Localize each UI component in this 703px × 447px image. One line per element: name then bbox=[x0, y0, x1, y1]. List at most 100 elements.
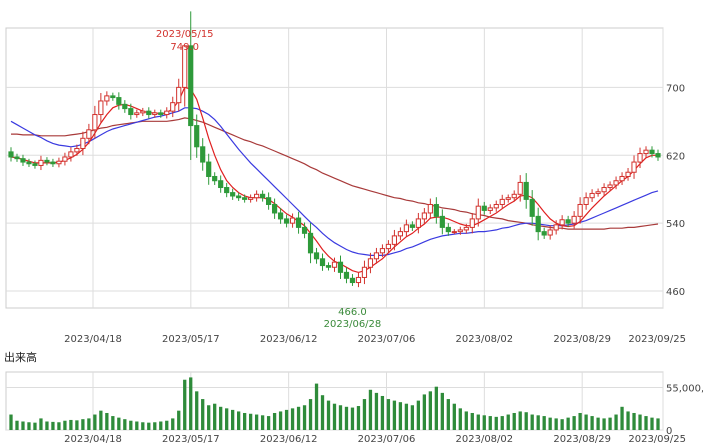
price-x-tick-label: 2023/04/18 bbox=[64, 334, 122, 345]
candle-body bbox=[122, 103, 128, 110]
volume-bar bbox=[632, 412, 636, 430]
volume-bar bbox=[656, 418, 660, 430]
candle-body bbox=[230, 192, 236, 197]
candle-body bbox=[200, 146, 206, 163]
candle-body bbox=[553, 224, 559, 231]
candle-body bbox=[26, 161, 32, 165]
volume-bar bbox=[332, 403, 337, 430]
volume-bar bbox=[482, 415, 486, 430]
volume-bar bbox=[338, 405, 343, 430]
candle-body bbox=[529, 198, 535, 217]
volume-bar bbox=[638, 414, 642, 430]
candle-body bbox=[146, 110, 152, 116]
candle-body bbox=[254, 193, 260, 199]
candle-body bbox=[613, 180, 619, 186]
volume-bar bbox=[542, 416, 546, 430]
candle-body bbox=[289, 217, 296, 224]
volume-bar bbox=[344, 406, 349, 430]
volume-bar bbox=[27, 422, 31, 430]
volume-bar bbox=[326, 400, 331, 430]
volume-bar bbox=[626, 411, 630, 430]
candle-body bbox=[170, 102, 176, 112]
volume-bar bbox=[494, 416, 498, 430]
candle-body bbox=[236, 195, 242, 199]
candle-body bbox=[409, 224, 415, 228]
price-tick-label: 540 bbox=[666, 219, 685, 230]
volume-bar bbox=[248, 413, 253, 430]
volume-bar bbox=[380, 395, 385, 430]
candle-body bbox=[505, 197, 511, 200]
candle-body bbox=[152, 112, 158, 116]
volume-bar bbox=[410, 405, 415, 430]
volume-bar bbox=[117, 417, 121, 430]
volume-bar bbox=[530, 414, 534, 430]
volume-bar bbox=[99, 410, 103, 430]
candle-body bbox=[343, 271, 350, 279]
volume-bar bbox=[135, 421, 139, 430]
volume-bar bbox=[111, 416, 115, 430]
volume-bar bbox=[231, 409, 235, 430]
candle-body bbox=[379, 248, 386, 254]
volume-bar bbox=[171, 418, 175, 430]
candle-body bbox=[355, 276, 362, 284]
candle-body bbox=[86, 129, 92, 139]
volume-bar bbox=[21, 421, 25, 430]
volume-bar bbox=[314, 383, 319, 430]
candle-body bbox=[631, 161, 637, 173]
volume-bar bbox=[392, 400, 397, 430]
volume-bar bbox=[554, 418, 558, 430]
candle-body bbox=[128, 108, 134, 116]
candle-body bbox=[56, 160, 62, 165]
candle-body bbox=[260, 193, 266, 199]
volume-bar bbox=[69, 419, 73, 430]
candle-body bbox=[158, 112, 164, 116]
candlesticks bbox=[8, 11, 661, 288]
high-value-annotation: 749.0 bbox=[170, 42, 199, 53]
volume-bar bbox=[404, 403, 409, 430]
price-tick-label: 460 bbox=[666, 287, 685, 298]
volume-bar bbox=[356, 406, 361, 430]
candle-body bbox=[367, 258, 374, 268]
candle-body bbox=[403, 224, 409, 233]
candle-body bbox=[98, 100, 104, 116]
volume-bar bbox=[644, 416, 648, 430]
candle-body bbox=[68, 151, 74, 158]
volume-bar bbox=[440, 392, 444, 430]
volume-bar bbox=[284, 409, 289, 430]
volume-bar bbox=[368, 389, 373, 430]
volume-x-tick-label: 2023/08/02 bbox=[456, 434, 514, 445]
candle-body bbox=[194, 125, 200, 148]
volume-bar bbox=[422, 394, 427, 430]
candle-body bbox=[457, 229, 463, 233]
volume-bar bbox=[219, 406, 223, 430]
candle-body bbox=[224, 187, 230, 194]
candle-body bbox=[487, 207, 493, 211]
candle-body bbox=[559, 219, 565, 226]
candle-body bbox=[499, 198, 505, 205]
volume-bar bbox=[105, 412, 109, 430]
candle-body bbox=[248, 197, 254, 200]
volume-x-tick-label: 2023/08/29 bbox=[553, 434, 611, 445]
price-x-tick-label: 2023/08/02 bbox=[456, 334, 514, 345]
candle-body bbox=[8, 151, 14, 158]
candle-body bbox=[577, 203, 583, 217]
candle-body bbox=[242, 197, 248, 200]
candle-body bbox=[319, 258, 326, 267]
volume-bar bbox=[296, 406, 301, 430]
candle-body bbox=[134, 112, 140, 116]
price-x-tick-label: 2023/06/12 bbox=[260, 334, 318, 345]
price-x-tick-label: 2023/05/17 bbox=[162, 334, 220, 345]
candle-body bbox=[475, 205, 481, 220]
volume-bar bbox=[165, 420, 169, 430]
volume-bar bbox=[620, 406, 624, 430]
volume-bar bbox=[51, 421, 55, 430]
candle-body bbox=[295, 217, 302, 228]
volume-bar bbox=[476, 414, 480, 430]
volume-bar bbox=[278, 411, 283, 430]
candle-body bbox=[625, 171, 631, 177]
candle-body bbox=[44, 159, 50, 163]
volume-bar bbox=[572, 416, 576, 430]
volume-bar bbox=[458, 408, 462, 430]
volume-title: 出来高 bbox=[4, 351, 37, 364]
candle-body bbox=[74, 147, 80, 153]
